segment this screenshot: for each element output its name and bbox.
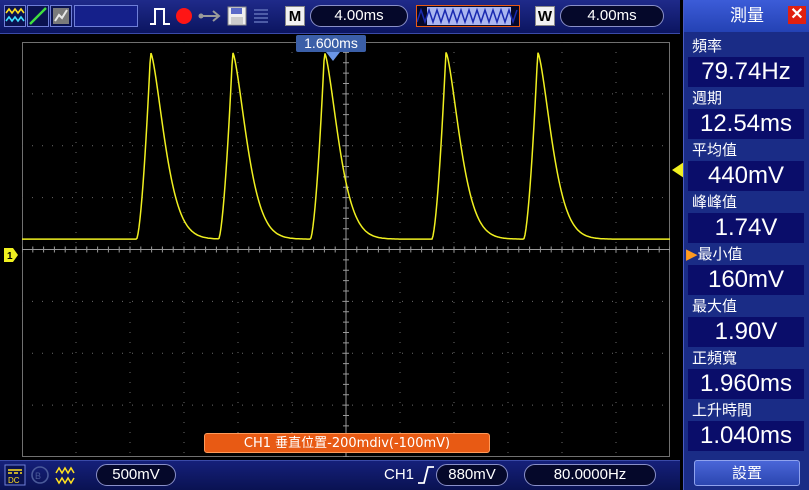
svg-text:DC: DC [8, 476, 20, 485]
trigger-level-marker[interactable] [672, 162, 684, 178]
window-overview-icon[interactable] [416, 5, 520, 27]
measure-value-peak-to-peak[interactable]: 1.74V [688, 213, 804, 243]
measure-value-period[interactable]: 12.54ms [688, 109, 804, 139]
measure-value-frequency[interactable]: 79.74Hz [688, 57, 804, 87]
ch1-marker-label: 1 [7, 251, 13, 262]
invert-icon[interactable] [54, 464, 76, 486]
svg-text:B: B [35, 471, 41, 481]
save-icon[interactable] [226, 5, 248, 27]
measure-label-mean: 平均值 [692, 141, 738, 159]
measure-value-minimum[interactable]: 160mV [688, 265, 804, 295]
measure-label-positive-width: 正頻寬 [692, 349, 738, 367]
status-message: CH1 垂直位置-200mdiv(-100mV) [204, 433, 490, 453]
toolbar: M 4.00ms W 4.00ms [0, 0, 680, 34]
window-timebase-key[interactable]: W [535, 6, 555, 26]
ramp-icon[interactable] [27, 5, 49, 27]
bottom-status-bar: DC B 500mV CH1 880mV 80.0000Hz [0, 460, 680, 490]
pulse-trigger-icon[interactable] [149, 5, 171, 27]
trigger-channel-label: CH1 [384, 466, 415, 483]
measure-label-frequency: 頻率 [692, 37, 723, 55]
measure-label-minimum-text: 最小值 [697, 245, 743, 263]
close-icon[interactable]: ✕ [788, 6, 806, 24]
window-timebase-readout[interactable]: 4.00ms [560, 5, 664, 27]
record-icon[interactable] [173, 5, 195, 27]
main-timebase-key[interactable]: M [285, 6, 305, 26]
waveform-display[interactable] [22, 42, 670, 457]
waveform-style-icon[interactable] [4, 5, 26, 27]
measure-panel: 測量 ✕ 頻率 79.74Hz 週期 12.54ms 平均值 440mV 峰峰值… [683, 0, 809, 490]
measure-value-maximum[interactable]: 1.90V [688, 317, 804, 347]
persistence-icon[interactable] [50, 5, 72, 27]
empty-slot [74, 5, 138, 27]
frequency-counter-readout[interactable]: 80.0000Hz [524, 464, 656, 486]
main-timebase-readout[interactable]: 4.00ms [310, 5, 408, 27]
measure-title-text: 測量 [730, 6, 764, 26]
trigger-level-readout[interactable]: 880mV [436, 464, 508, 486]
rising-edge-icon[interactable] [418, 464, 434, 486]
measure-value-rise-time[interactable]: 1.040ms [688, 421, 804, 451]
graticule [22, 42, 670, 457]
measure-value-positive-width[interactable]: 1.960ms [688, 369, 804, 399]
measure-label-peak-to-peak: 峰峰值 [692, 193, 738, 211]
measure-panel-title: 測量 [684, 0, 809, 32]
ch1-ground-marker[interactable]: 1 [4, 248, 18, 262]
trigger-time-label: 1.600ms [296, 35, 366, 52]
measure-value-mean[interactable]: 440mV [688, 161, 804, 191]
measure-label-rise-time: 上升時間 [692, 401, 753, 419]
dc-coupling-icon[interactable]: DC [4, 464, 26, 486]
usb-icon[interactable] [197, 5, 223, 27]
trigger-position-pointer[interactable] [326, 52, 340, 61]
bandwidth-limit-icon[interactable]: B [29, 464, 51, 486]
menu-lines-icon[interactable] [250, 5, 272, 27]
measure-label-maximum: 最大值 [692, 297, 738, 315]
ch1-trace [22, 52, 670, 240]
ch1-scale-readout[interactable]: 500mV [96, 464, 176, 486]
measure-label-period: 週期 [692, 89, 723, 107]
selected-arrow-icon: ▶ [686, 245, 698, 263]
settings-button[interactable]: 設置 [694, 460, 800, 486]
measure-label-minimum: ▶最小值 [686, 243, 743, 265]
